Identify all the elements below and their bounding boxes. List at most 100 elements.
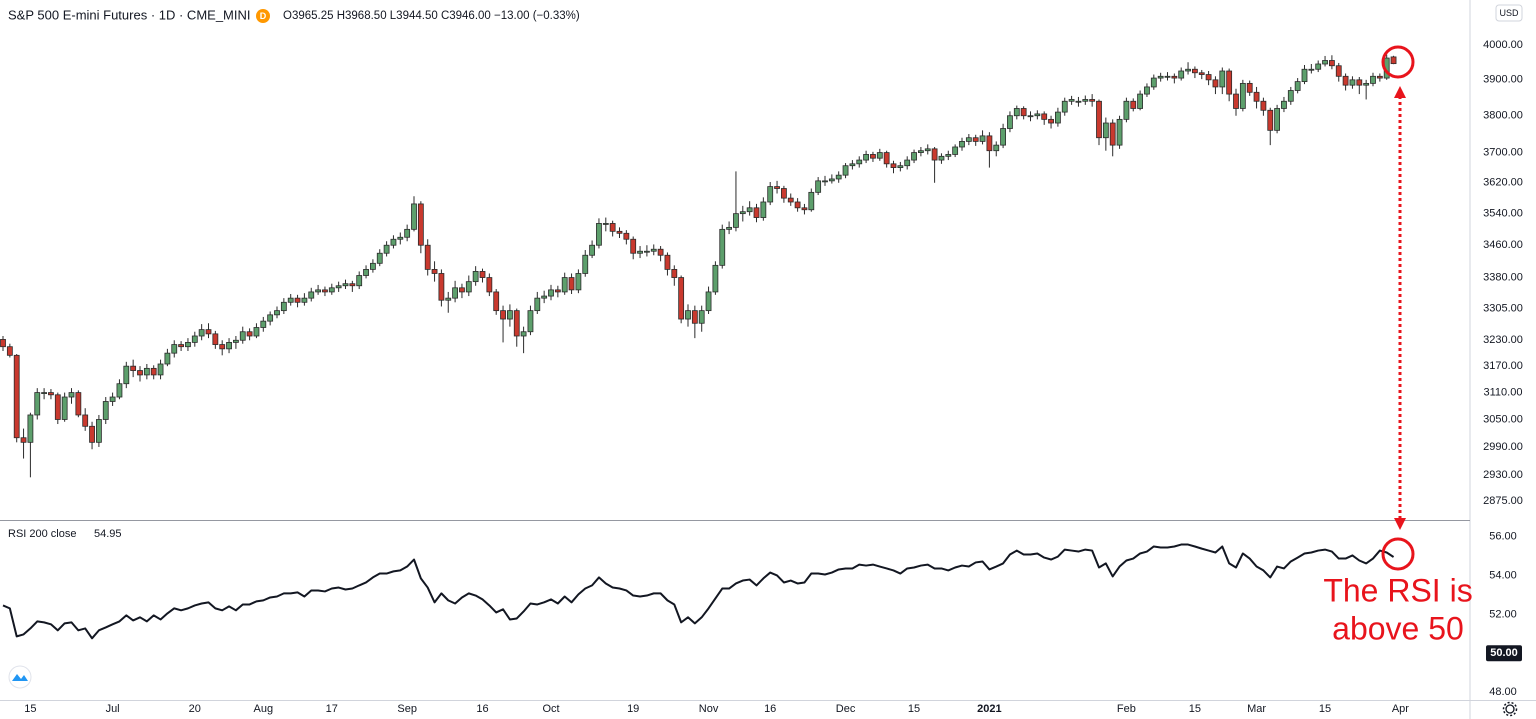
candle-body [1116,118,1123,146]
candle-body [349,283,356,287]
candle-body [870,154,876,159]
candle-body [1157,75,1164,79]
candle-body [733,213,739,228]
candle-body [459,287,465,293]
y-tick-label: 3110.00 [1484,386,1523,398]
candle-body [712,264,719,293]
candle-body [102,401,109,420]
candle-body [548,289,554,297]
candle-body [541,295,548,299]
x-tick-label: Mar [1247,703,1266,715]
x-tick-label: Feb [1117,703,1136,715]
candle-body [1027,115,1034,118]
candle-body [34,392,41,416]
badge-circle [256,9,270,23]
candle-body [239,331,246,341]
candle-body [1329,60,1335,67]
candle-body [602,223,609,225]
candle-body [561,277,568,293]
candle-body [876,152,883,159]
candle-body [363,268,369,276]
candle-body [589,244,595,256]
x-tick-label: Sep [397,703,417,715]
candle-body [883,152,890,165]
candle-body [685,310,691,320]
candle-body [438,273,445,301]
candle-body [637,250,643,254]
candle-body [849,163,856,167]
candle-body [1301,68,1308,83]
candle-body [1260,100,1267,111]
candle-body [1150,77,1157,88]
candle-body [1281,100,1287,109]
candle-body [191,335,198,343]
candle-body [1239,82,1246,109]
candle-body [623,232,630,240]
annotation-text: above 50 [1332,610,1464,646]
candle-body [781,188,787,199]
candle-body [1068,99,1075,102]
candle-body [1198,72,1205,75]
candle-body [445,297,452,301]
candle-body [137,370,143,376]
candle-body [835,174,842,180]
candle-body [465,281,472,293]
candle-body [342,283,349,287]
candle-body [232,339,239,343]
candle-body [356,275,363,287]
candle-body [96,419,102,443]
candle-body [1349,79,1356,86]
candle-body [924,148,931,152]
candle-body [383,244,390,254]
candle-body [260,320,267,328]
x-tick-label: 16 [476,703,488,715]
annotation-circle-rsi [1381,537,1415,571]
candle-body [897,165,904,168]
candle-body [1212,79,1219,88]
x-tick-label: 15 [24,703,36,715]
candle-body [1205,74,1212,81]
candle-body [1020,108,1027,117]
candle-body [986,135,993,152]
candle-body [671,268,678,278]
settings-icon[interactable] [1502,701,1518,717]
candle-body [328,287,335,293]
candle-body [1219,70,1226,88]
candle-body [226,342,232,350]
candle-body [1102,122,1109,139]
candle-body [972,137,979,142]
tv-logo[interactable] [8,665,32,689]
candle-body [801,207,808,211]
candle-body [1034,113,1041,117]
rsi-line [2,543,1395,640]
x-tick-label: 2021 [977,703,1001,715]
candle-body [1075,100,1082,103]
candle-body [1370,75,1376,84]
currency-badge[interactable] [1495,4,1523,22]
candle-body [1226,70,1233,95]
candle-body [657,248,664,256]
y-tick-label: 4000.00 [1483,39,1523,51]
candle-body [719,228,726,266]
symbol-title: S&P 500 E-mini Futures · 1D · CME_MINI [8,7,251,22]
candle-body [863,154,869,161]
candle-body [41,392,47,394]
candle-body [48,392,54,396]
candle-body [301,297,308,303]
y-tick-label: 56.00 [1489,530,1517,542]
candle-body [212,333,219,345]
y-tick-label: 3620.00 [1483,177,1523,189]
logo-circle[interactable] [8,665,32,689]
indicator-value: 54.95 [94,528,122,540]
x-tick-label: 15 [1189,703,1201,715]
candle-body [369,262,376,270]
candle-body [1144,86,1150,95]
candle-body [911,152,917,161]
y-tick-label: 3800.00 [1483,110,1523,122]
annotation-arrowhead-up [1394,86,1406,98]
gear-ring [1505,704,1515,714]
candle-body [644,250,650,253]
candle-body [1376,75,1383,79]
candle-body [979,135,986,142]
